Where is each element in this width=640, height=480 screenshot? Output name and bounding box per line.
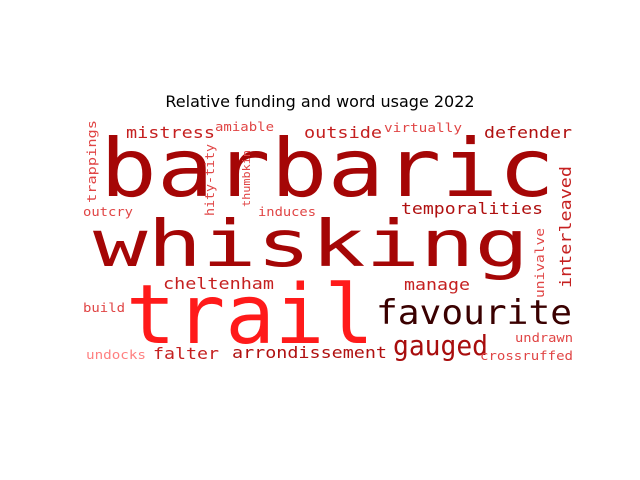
word-univalve: univalve bbox=[533, 228, 547, 298]
word-gauged: gauged bbox=[393, 329, 488, 362]
word-hity-tity: hity-tity bbox=[203, 144, 217, 216]
word-temporalities: temporalities bbox=[401, 199, 543, 218]
word-manage: manage bbox=[404, 275, 470, 294]
word-falter: falter bbox=[153, 344, 219, 363]
word-undrawn: undrawn bbox=[515, 331, 573, 345]
word-thumbkin: thumbkin bbox=[240, 150, 253, 207]
word-defender: defender bbox=[484, 123, 572, 142]
word-interleaved: interleaved bbox=[556, 166, 575, 288]
word-arrondissement: arrondissement bbox=[232, 343, 387, 362]
word-mistress: mistress bbox=[126, 123, 215, 142]
chart-title: Relative funding and word usage 2022 bbox=[165, 92, 475, 111]
word-outcry: outcry bbox=[83, 205, 133, 219]
word-trail: trail bbox=[126, 268, 374, 363]
word-crossruffed: crossruffed bbox=[480, 349, 573, 363]
word-undocks: undocks bbox=[86, 348, 146, 362]
word-favourite: favourite bbox=[376, 293, 572, 333]
word-outside: outside bbox=[304, 123, 382, 142]
word-amiable: amiable bbox=[215, 120, 274, 134]
word-build: build bbox=[83, 301, 125, 315]
word-cheltenham: cheltenham bbox=[163, 274, 274, 293]
word-trappings: trappings bbox=[85, 120, 99, 203]
word-virtually: virtually bbox=[384, 121, 462, 135]
word-barbaric: barbaric bbox=[100, 122, 555, 215]
word-induces: induces bbox=[258, 205, 316, 219]
word-whisking: whisking bbox=[93, 208, 529, 282]
